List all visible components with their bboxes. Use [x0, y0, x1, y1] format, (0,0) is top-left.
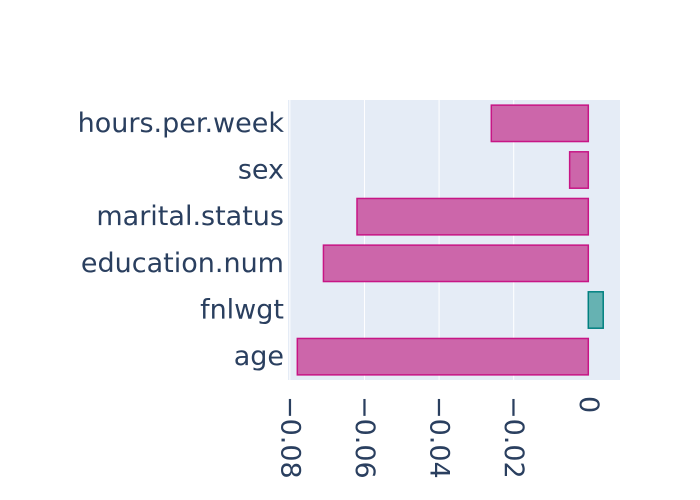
x-axis-tick-labels: −0.08 −0.06 −0.04 −0.02 0 [274, 396, 603, 479]
x-tick-label: −0.06 [349, 396, 380, 479]
bar-marital-status [356, 197, 590, 236]
bars [296, 104, 604, 376]
bar-age [296, 337, 590, 376]
y-axis-labels: hours.per.week sex marital.status education… [78, 108, 285, 372]
y-tick-label: hours.per.week [78, 108, 285, 139]
x-tick-label: −0.02 [498, 396, 529, 479]
x-tick-label: −0.04 [424, 396, 455, 479]
x-tick-label: −0.08 [274, 396, 305, 479]
bar-fnlwgt [587, 291, 604, 329]
y-tick-label: education.num [81, 248, 284, 279]
bar-hours-per-week [490, 104, 590, 143]
y-tick-label: sex [238, 155, 284, 186]
bar-sex [568, 151, 590, 189]
y-tick-label: fnlwgt [200, 295, 284, 326]
y-tick-label: age [234, 341, 284, 372]
plot-area [288, 100, 620, 380]
y-tick-label: marital.status [96, 201, 284, 232]
bar-education-num [322, 244, 590, 283]
grid-lines [289, 100, 515, 380]
x-tick-label: 0 [573, 396, 604, 413]
